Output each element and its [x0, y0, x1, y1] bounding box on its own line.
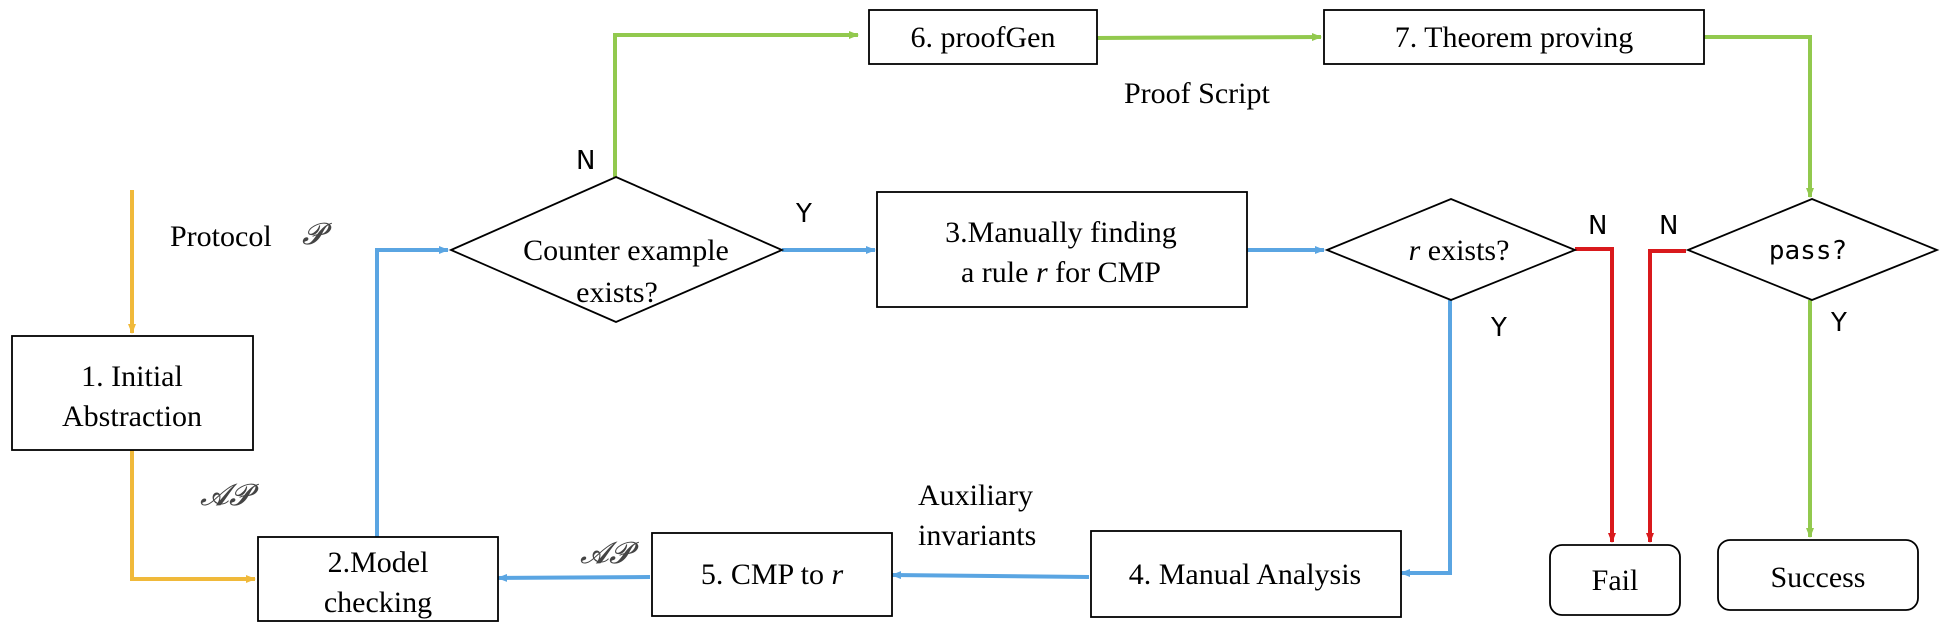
arrow-model-checking-to-counter [375, 246, 449, 537]
arrow-counter-no-to-proofgen [613, 31, 859, 177]
node-label: 3.Manually finding [945, 216, 1177, 249]
decision-label: exists? [576, 276, 658, 309]
proof-script-label: Proof Script [1124, 77, 1270, 110]
node-theorem-proving: 7. Theorem proving [1323, 9, 1705, 65]
node-label: 4. Manual Analysis [1129, 558, 1362, 591]
node-manual-analysis: 4. Manual Analysis [1090, 530, 1402, 618]
node-label: 1. Initial [81, 360, 183, 393]
decision-r-exists: r exists? [1324, 198, 1578, 301]
arrow-manual-analysis-to-cmp [891, 571, 1090, 580]
branch-label-n: N [576, 146, 595, 176]
decision-label: r exists? [1409, 234, 1510, 267]
auxiliary-label-line2: invariants [918, 519, 1036, 552]
arrow-pass-no-to-fail [1646, 249, 1686, 543]
branch-label-n: N [1588, 211, 1607, 241]
node-proofgen: 6. proofGen [868, 9, 1098, 65]
decision-counter-example: Counter example exists? [448, 176, 785, 323]
node-label: Success [1771, 561, 1866, 594]
ap-label-left: 𝓐𝓟 [200, 478, 259, 513]
node-initial-abstraction: 1. Initial Abstraction [11, 335, 254, 451]
branch-label-y: Y [1830, 308, 1847, 338]
node-fail: Fail [1549, 544, 1681, 616]
auxiliary-label-line1: Auxiliary [918, 479, 1033, 512]
decision-label: Counter example [523, 234, 729, 267]
node-label: 6. proofGen [911, 21, 1056, 54]
arrow-r-exists-yes-to-manual-analysis [1400, 300, 1452, 577]
arrow-r-exists-no-to-fail [1575, 247, 1616, 543]
protocol-label: Protocol [170, 220, 272, 253]
node-label: checking [324, 586, 432, 619]
branch-label-n: N [1659, 211, 1678, 241]
branch-label-y: Y [795, 199, 812, 229]
node-label: 2.Model [328, 546, 429, 579]
node-label: Abstraction [62, 400, 202, 433]
branch-label-y: Y [1490, 313, 1507, 343]
arrow-proofgen-to-theorem [1094, 33, 1322, 42]
arrow-initial-to-model-checking [130, 450, 256, 583]
node-label: 5. CMP to r [701, 558, 844, 591]
node-manual-finding: 3.Manually finding a rule r for CMP [876, 191, 1248, 308]
arrow-theorem-to-pass [1704, 35, 1814, 198]
arrow-cmp-to-model-checking [497, 573, 651, 582]
node-cmp-to-r: 5. CMP to r [651, 532, 893, 617]
node-model-checking: 2.Model checking [257, 536, 499, 622]
decision-pass: pass? [1685, 198, 1940, 301]
ap-label-bottom: 𝓐𝓟 [580, 536, 639, 571]
node-label: a rule r for CMP [961, 256, 1161, 289]
protocol-symbol: 𝓟 [302, 217, 332, 252]
node-label: Fail [1592, 564, 1639, 597]
decision-label: pass? [1769, 236, 1847, 266]
node-success: Success [1717, 539, 1919, 611]
node-label: 7. Theorem proving [1395, 21, 1634, 54]
